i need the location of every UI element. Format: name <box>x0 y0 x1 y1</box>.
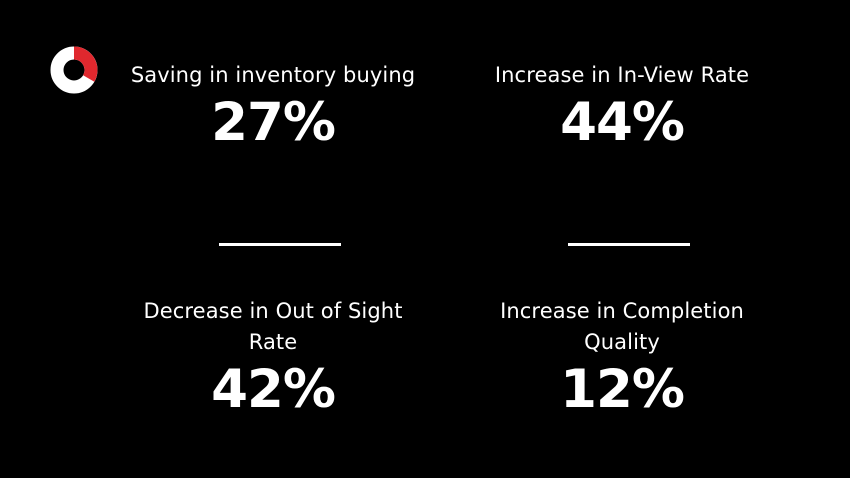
stat-label: Saving in inventory buying <box>130 63 416 87</box>
stat-value: 12% <box>560 359 685 420</box>
stat-value: 42% <box>211 359 336 420</box>
stat-value: 44% <box>560 92 685 153</box>
stat-in-view-rate: Increase in In-View Rate 44% <box>477 60 767 153</box>
stat-completion-quality: Increase in Completion Quality 12% <box>477 296 767 420</box>
stat-inventory-saving: Saving in inventory buying 27% <box>128 60 418 153</box>
ring-logo-icon <box>50 46 98 94</box>
stat-label: Decrease in Out of Sight Rate <box>143 299 403 354</box>
stat-out-of-sight-rate: Decrease in Out of Sight Rate 42% <box>128 296 418 420</box>
divider <box>219 243 341 246</box>
stat-value: 27% <box>211 92 336 153</box>
stat-label: Increase in In-View Rate <box>494 63 750 87</box>
stat-label: Increase in Completion Quality <box>500 299 744 354</box>
divider <box>568 243 690 246</box>
